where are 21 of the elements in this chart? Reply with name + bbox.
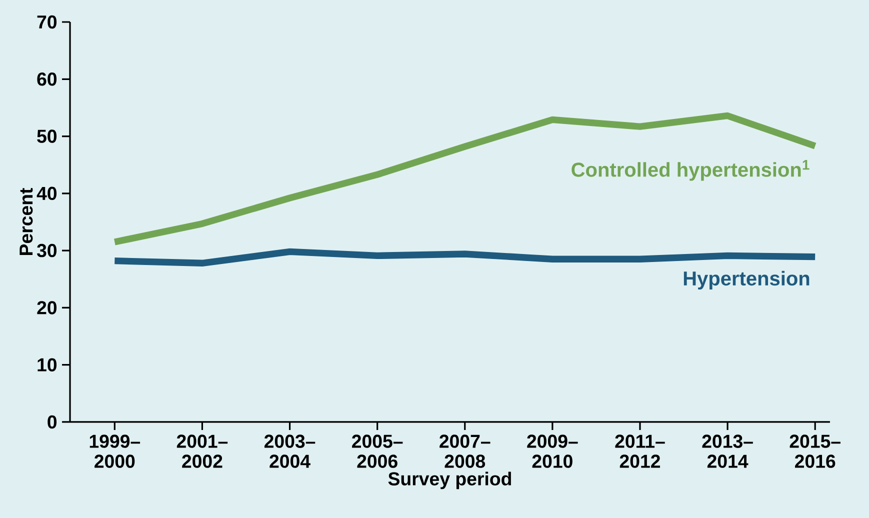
y-tick-label: 30 <box>36 244 57 258</box>
x-tick-label: 2003– 2004 <box>264 434 316 468</box>
x-tick-label: 2007– 2008 <box>440 434 490 468</box>
x-tick-label: 2009– 2010 <box>527 434 578 468</box>
x-axis-title: Survey period <box>388 472 511 490</box>
y-tick-label: 10 <box>38 358 57 372</box>
y-tick-label: 50 <box>37 130 57 143</box>
x-tick-label: 2005– 2006 <box>352 434 403 468</box>
y-tick-label: 60 <box>37 72 57 86</box>
y-tick-label: 20 <box>37 301 57 314</box>
x-tick-label: 2011– 2012 <box>615 434 665 468</box>
x-tick-label: 1999– 2000 <box>90 434 140 468</box>
x-tick-label: 2001– 2002 <box>176 434 228 468</box>
y-tick-label: 40 <box>36 186 57 200</box>
y-tick-label: 0 <box>48 415 57 429</box>
x-tick-label: 2015– 2016 <box>790 434 840 468</box>
series-label: Controlled hypertension$^{1}$ <box>572 160 810 181</box>
y-axis-title: Percent <box>20 188 33 255</box>
series-label: Hypertension <box>684 270 810 290</box>
x-tick-label: 2013– 2014 <box>702 434 753 468</box>
y-tick-label: 70 <box>37 15 57 29</box>
